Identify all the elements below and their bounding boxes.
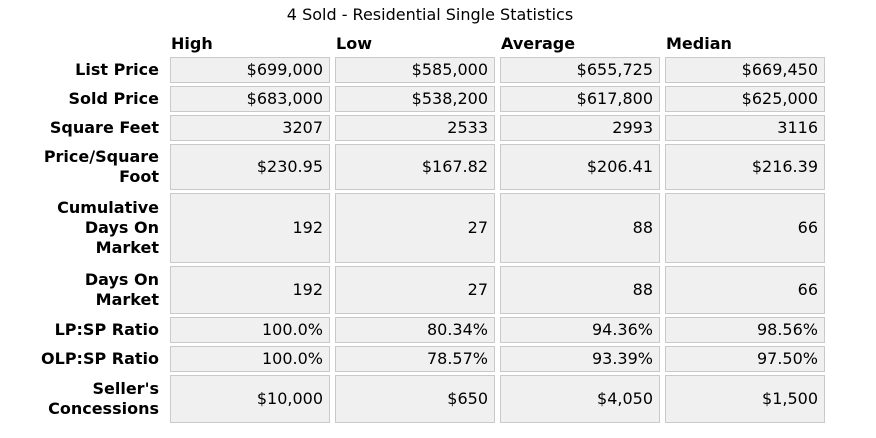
column-header-median: Median (666, 34, 732, 53)
cell-value: $585,000 (335, 57, 495, 83)
corner-spacer (5, 34, 165, 54)
cell-value: 97.50% (665, 346, 825, 372)
table-row-lp-sp-ratio: LP:SP Ratio 100.0% 80.34% 94.36% 98.56% (5, 317, 825, 343)
cell-value: $1,500 (665, 375, 825, 423)
cell-value: 100.0% (170, 317, 330, 343)
table-row-sold-price: Sold Price $683,000 $538,200 $617,800 $6… (5, 86, 825, 112)
cell-value: $230.95 (170, 144, 330, 190)
report-title: 4 Sold - Residential Single Statistics (286, 5, 574, 24)
cell-value: 3207 (170, 115, 330, 141)
table-row-price-per-square-foot: Price/Square Foot $230.95 $167.82 $206.4… (5, 144, 825, 190)
cell-value: 3116 (665, 115, 825, 141)
table-row-square-feet: Square Feet 3207 2533 2993 3116 (5, 115, 825, 141)
column-header-high: High (171, 34, 213, 53)
table-row-list-price: List Price $699,000 $585,000 $655,725 $6… (5, 57, 825, 83)
row-label: OLP:SP Ratio (41, 349, 159, 368)
cell-value: 2533 (335, 115, 495, 141)
statistics-table: High Low Average Median List Price $699,… (0, 31, 830, 426)
table-row-days-on-market: Days On Market 192 27 88 66 (5, 266, 825, 314)
table-row-sellers-concessions: Seller's Concessions $10,000 $650 $4,050… (5, 375, 825, 423)
cell-value: 78.57% (335, 346, 495, 372)
row-label: Price/Square Foot (43, 147, 159, 186)
cell-value: $683,000 (170, 86, 330, 112)
cell-value: $617,800 (500, 86, 660, 112)
row-label: LP:SP Ratio (54, 320, 159, 339)
cell-value: 88 (500, 193, 660, 263)
cell-value: 94.36% (500, 317, 660, 343)
column-header-average: Average (501, 34, 576, 53)
cell-value: $538,200 (335, 86, 495, 112)
row-label: Days On Market (84, 270, 159, 309)
cell-value: 2993 (500, 115, 660, 141)
cell-value: 27 (335, 193, 495, 263)
row-label: Seller's Concessions (48, 379, 159, 418)
cell-value: $216.39 (665, 144, 825, 190)
cell-value: 192 (170, 266, 330, 314)
cell-value: $10,000 (170, 375, 330, 423)
cell-value: $650 (335, 375, 495, 423)
cell-value: 80.34% (335, 317, 495, 343)
cell-value: 88 (500, 266, 660, 314)
cell-value: $699,000 (170, 57, 330, 83)
cell-value: 93.39% (500, 346, 660, 372)
row-label: Square Feet (49, 118, 159, 137)
cell-value: 192 (170, 193, 330, 263)
row-label: List Price (75, 60, 159, 79)
cell-value: $655,725 (500, 57, 660, 83)
header-row: High Low Average Median (5, 34, 825, 54)
cell-value: 66 (665, 266, 825, 314)
table-row-olp-sp-ratio: OLP:SP Ratio 100.0% 78.57% 93.39% 97.50% (5, 346, 825, 372)
row-label: Sold Price (68, 89, 159, 108)
cell-value: 27 (335, 266, 495, 314)
cell-value: $4,050 (500, 375, 660, 423)
statistics-report: 4 Sold - Residential Single Statistics H… (0, 5, 830, 426)
cell-value: 98.56% (665, 317, 825, 343)
cell-value: $625,000 (665, 86, 825, 112)
cell-value: 100.0% (170, 346, 330, 372)
row-label: Cumulative Days On Market (57, 198, 159, 257)
cell-value: 66 (665, 193, 825, 263)
cell-value: $167.82 (335, 144, 495, 190)
cell-value: $669,450 (665, 57, 825, 83)
table-row-cumulative-days-on-market: Cumulative Days On Market 192 27 88 66 (5, 193, 825, 263)
cell-value: $206.41 (500, 144, 660, 190)
column-header-low: Low (336, 34, 372, 53)
